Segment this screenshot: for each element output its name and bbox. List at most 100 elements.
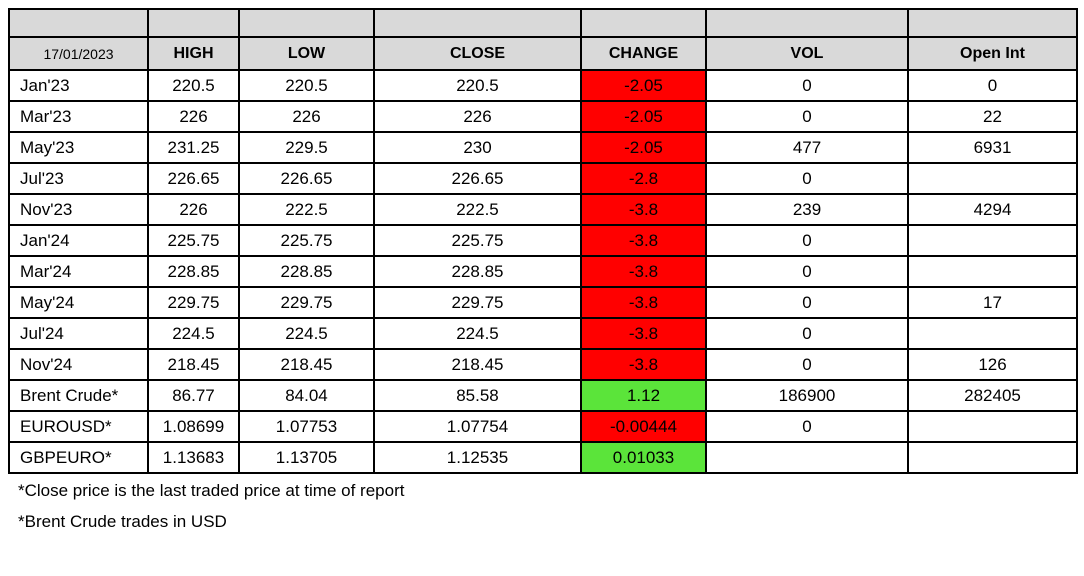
cell-low: 224.5 [238,317,375,350]
cell-contract-label: Brent Crude* [8,379,149,412]
table-row: Mar'24 228.85 228.85 228.85 -3.8 0 [8,255,1078,288]
cell-contract-label: Jan'23 [8,69,149,102]
cell-low: 225.75 [238,224,375,257]
cell-close: 1.12535 [373,441,582,474]
cell-contract-label: GBPEURO* [8,441,149,474]
cell-open-int [907,162,1078,195]
cell-change: -3.8 [580,255,707,288]
cell-low: 228.85 [238,255,375,288]
spacer-row [8,8,1078,38]
cell-high: 231.25 [147,131,240,164]
cell-low: 84.04 [238,379,375,412]
cell-change: -3.8 [580,224,707,257]
table-row: May'23 231.25 229.5 230 -2.05 477 6931 [8,131,1078,164]
cell-low: 218.45 [238,348,375,381]
table-row: Jan'23 220.5 220.5 220.5 -2.05 0 0 [8,69,1078,102]
cell-open-int: 22 [907,100,1078,133]
cell-high: 218.45 [147,348,240,381]
cell-change: -2.8 [580,162,707,195]
cell-close: 226.65 [373,162,582,195]
cell-high: 1.13683 [147,441,240,474]
cell-close: 228.85 [373,255,582,288]
cell-close: 222.5 [373,193,582,226]
cell-change: -0.00444 [580,410,707,443]
cell-vol [705,441,909,474]
cell-contract-label: Nov'23 [8,193,149,226]
spacer-cell [705,8,909,38]
cell-low: 226.65 [238,162,375,195]
cell-high: 225.75 [147,224,240,257]
cell-contract-label: EUROUSD* [8,410,149,443]
table-row: Brent Crude* 86.77 84.04 85.58 1.12 186900 282… [8,379,1078,412]
cell-vol: 0 [705,410,909,443]
cell-close: 224.5 [373,317,582,350]
column-header-close: CLOSE [373,36,582,71]
cell-close: 218.45 [373,348,582,381]
cell-contract-label: Mar'23 [8,100,149,133]
cell-change: -3.8 [580,317,707,350]
cell-change: -3.8 [580,348,707,381]
cell-high: 1.08699 [147,410,240,443]
footnote-close-price: *Close price is the last traded price at… [18,481,405,500]
cell-low: 229.75 [238,286,375,319]
cell-vol: 0 [705,224,909,257]
cell-change: 0.01033 [580,441,707,474]
cell-low: 1.13705 [238,441,375,474]
cell-vol: 0 [705,69,909,102]
futures-price-table: 17/01/2023 HIGH LOW CLOSE CHANGE VOL Ope… [8,8,1078,474]
cell-close: 225.75 [373,224,582,257]
table-row: Jan'24 225.75 225.75 225.75 -3.8 0 [8,224,1078,257]
cell-open-int [907,317,1078,350]
cell-low: 220.5 [238,69,375,102]
cell-open-int [907,441,1078,474]
footnotes: *Close price is the last traded price at… [8,474,1076,532]
cell-open-int: 17 [907,286,1078,319]
cell-vol: 239 [705,193,909,226]
cell-contract-label: Nov'24 [8,348,149,381]
table-row: Mar'23 226 226 226 -2.05 0 22 [8,100,1078,133]
spacer-cell [373,8,582,38]
cell-change: -2.05 [580,100,707,133]
header-row: 17/01/2023 HIGH LOW CLOSE CHANGE VOL Ope… [8,36,1078,71]
cell-high: 228.85 [147,255,240,288]
table-row: GBPEURO* 1.13683 1.13705 1.12535 0.01033 [8,441,1078,474]
cell-vol: 0 [705,162,909,195]
cell-contract-label: Jan'24 [8,224,149,257]
cell-close: 85.58 [373,379,582,412]
cell-open-int: 0 [907,69,1078,102]
cell-contract-label: Mar'24 [8,255,149,288]
cell-low: 1.07753 [238,410,375,443]
column-header-high: HIGH [147,36,240,71]
cell-close: 226 [373,100,582,133]
cell-change: 1.12 [580,379,707,412]
table-row: May'24 229.75 229.75 229.75 -3.8 0 17 [8,286,1078,319]
spacer-cell [147,8,240,38]
cell-vol: 0 [705,286,909,319]
cell-contract-label: Jul'24 [8,317,149,350]
table-row: Nov'23 226 222.5 222.5 -3.8 239 4294 [8,193,1078,226]
cell-low: 226 [238,100,375,133]
cell-contract-label: May'23 [8,131,149,164]
cell-open-int [907,224,1078,257]
cell-open-int: 6931 [907,131,1078,164]
spacer-cell [907,8,1078,38]
cell-vol: 0 [705,255,909,288]
column-header-vol: VOL [705,36,909,71]
cell-vol: 186900 [705,379,909,412]
table-body: Jan'23 220.5 220.5 220.5 -2.05 0 0 Mar'23 226 226… [8,69,1078,474]
column-header-change: CHANGE [580,36,707,71]
cell-contract-label: Jul'23 [8,162,149,195]
cell-vol: 0 [705,317,909,350]
cell-vol: 0 [705,100,909,133]
table-row: EUROUSD* 1.08699 1.07753 1.07754 -0.00444 0 [8,410,1078,443]
cell-open-int: 4294 [907,193,1078,226]
cell-contract-label: May'24 [8,286,149,319]
cell-vol: 477 [705,131,909,164]
spacer-cell [580,8,707,38]
cell-high: 220.5 [147,69,240,102]
cell-open-int [907,255,1078,288]
table-row: Jul'23 226.65 226.65 226.65 -2.8 0 [8,162,1078,195]
footnote-brent-crude: *Brent Crude trades in USD [18,512,227,531]
cell-change: -2.05 [580,69,707,102]
